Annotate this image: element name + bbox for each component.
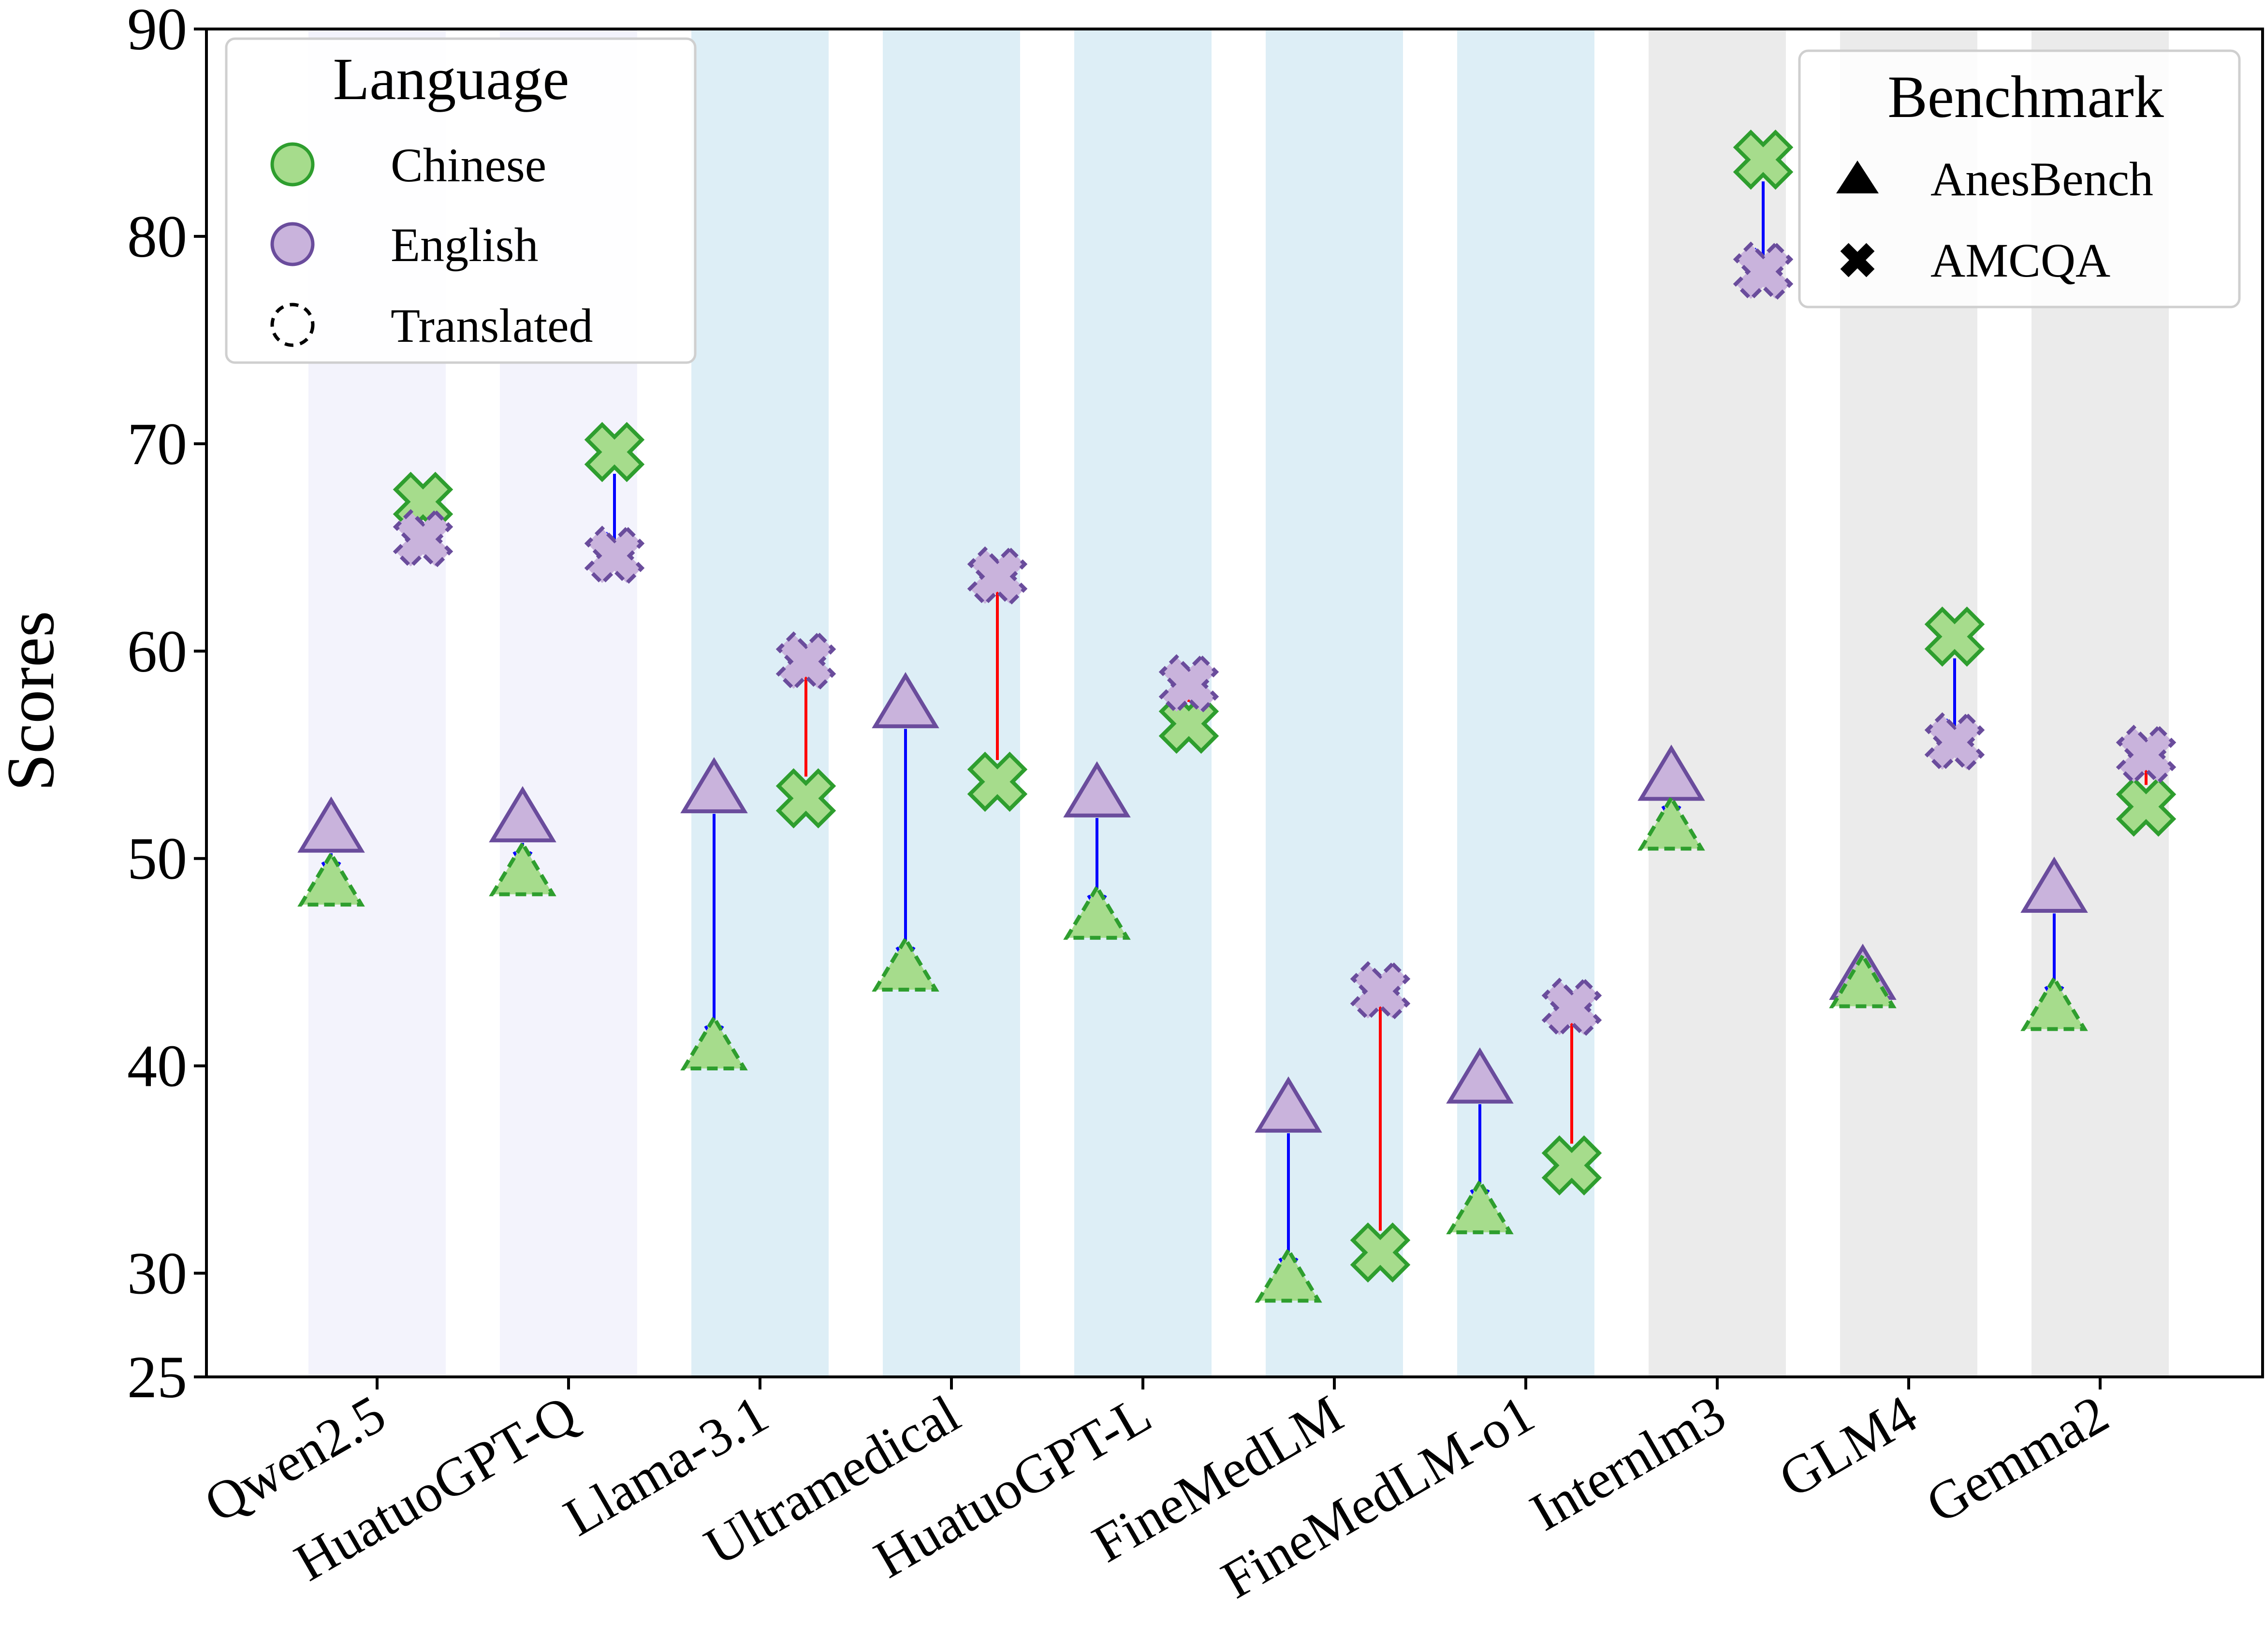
anesbench-english-point (1446, 1047, 1514, 1104)
legend-language-label: Translated (391, 299, 593, 352)
y-tick-label: 25 (127, 1344, 187, 1410)
legend-language-title: Language (333, 46, 570, 112)
anesbench-chinese-translated-point (1063, 883, 1131, 940)
legend-x-icon (1840, 243, 1875, 278)
amcqa-english-translated-point (1158, 654, 1219, 715)
anesbench-english-point (489, 786, 556, 843)
x-tick-label: GLM4 (1769, 1384, 1927, 1509)
anesbench-english-point (1063, 761, 1131, 818)
amcqa-chinese-point (1733, 130, 1794, 190)
y-tick-label: 90 (127, 0, 187, 62)
anesbench-chinese-translated-point (297, 850, 365, 907)
anesbench-chinese-translated-point (872, 935, 939, 992)
anesbench-english-point (1255, 1076, 1322, 1133)
amcqa-english-translated-point (393, 509, 453, 570)
anesbench-chinese-translated-point (1446, 1178, 1514, 1234)
legend-language-box (225, 37, 697, 364)
legend-benchmark-label: AnesBench (1930, 152, 2153, 206)
legend-benchmark: Benchmark AnesBench AMCQA (1798, 49, 2241, 308)
amcqa-chinese-point (967, 751, 1028, 812)
anesbench-chinese-translated-point (1829, 952, 1897, 1009)
amcqa-english-translated-point (967, 546, 1028, 607)
amcqa-english-translated-point (1733, 241, 1794, 302)
band-huatuogpt-l (1074, 29, 1212, 1377)
amcqa-chinese-point (584, 422, 645, 482)
band-llama-3-1 (691, 29, 829, 1377)
amcqa-chinese-point (1541, 1135, 1602, 1196)
data-markers (297, 130, 2177, 1303)
amcqa-chinese-point (1924, 606, 1985, 667)
legend-language-swatch (270, 303, 315, 347)
y-tick-label: 80 (127, 204, 187, 270)
anesbench-english-point (872, 672, 939, 729)
y-tick-label: 50 (127, 826, 187, 892)
plot-frame (205, 28, 2264, 1378)
legend-language-swatch (270, 142, 315, 187)
legend-benchmark-label: AMCQA (1930, 234, 2110, 287)
amcqa-english-translated-point (1350, 961, 1411, 1022)
band-finemedlm (1266, 29, 1403, 1377)
legend-benchmark-box (1798, 49, 2241, 308)
amcqa-english-translated-point (584, 526, 645, 586)
legend-language-label: English (391, 218, 539, 272)
anesbench-chinese-translated-point (1255, 1246, 1322, 1303)
amcqa-english-translated-point (1924, 712, 1985, 773)
amcqa-chinese-point (775, 768, 836, 829)
x-tick-label: Gemma2 (1916, 1384, 2119, 1535)
anesbench-english-point (2020, 856, 2088, 913)
x-tick-label: Internlm3 (1520, 1384, 1735, 1542)
legend-triangle-icon (1836, 161, 1879, 193)
y-tick-label: 70 (127, 411, 187, 477)
amcqa-english-translated-point (1541, 978, 1602, 1038)
anesbench-english-point (297, 796, 365, 853)
amcqa-english-translated-point (2116, 725, 2177, 785)
anesbench-chinese-translated-point (489, 840, 556, 896)
legend-language-swatch (270, 222, 315, 266)
anesbench-chinese-translated-point (1637, 794, 1705, 851)
band-internlm3 (1649, 29, 1786, 1377)
legend-language: Language Chinese English Translated (225, 37, 697, 364)
y-tick-label: 60 (127, 618, 187, 685)
amcqa-english-translated-point (775, 631, 836, 692)
y-axis-title: Scores (0, 611, 68, 791)
x-tick-label: FineMedLM-o1 (1212, 1384, 1544, 1610)
y-tick-label: 30 (127, 1241, 187, 1307)
anesbench-chinese-translated-point (2020, 975, 2088, 1031)
amcqa-chinese-point (1350, 1222, 1411, 1283)
legend-benchmark-title: Benchmark (1887, 64, 2164, 130)
y-tick-label: 40 (127, 1033, 187, 1099)
legend-language-label: Chinese (391, 138, 546, 192)
anesbench-chinese-translated-point (680, 1014, 748, 1071)
anesbench-english-point (680, 757, 748, 814)
